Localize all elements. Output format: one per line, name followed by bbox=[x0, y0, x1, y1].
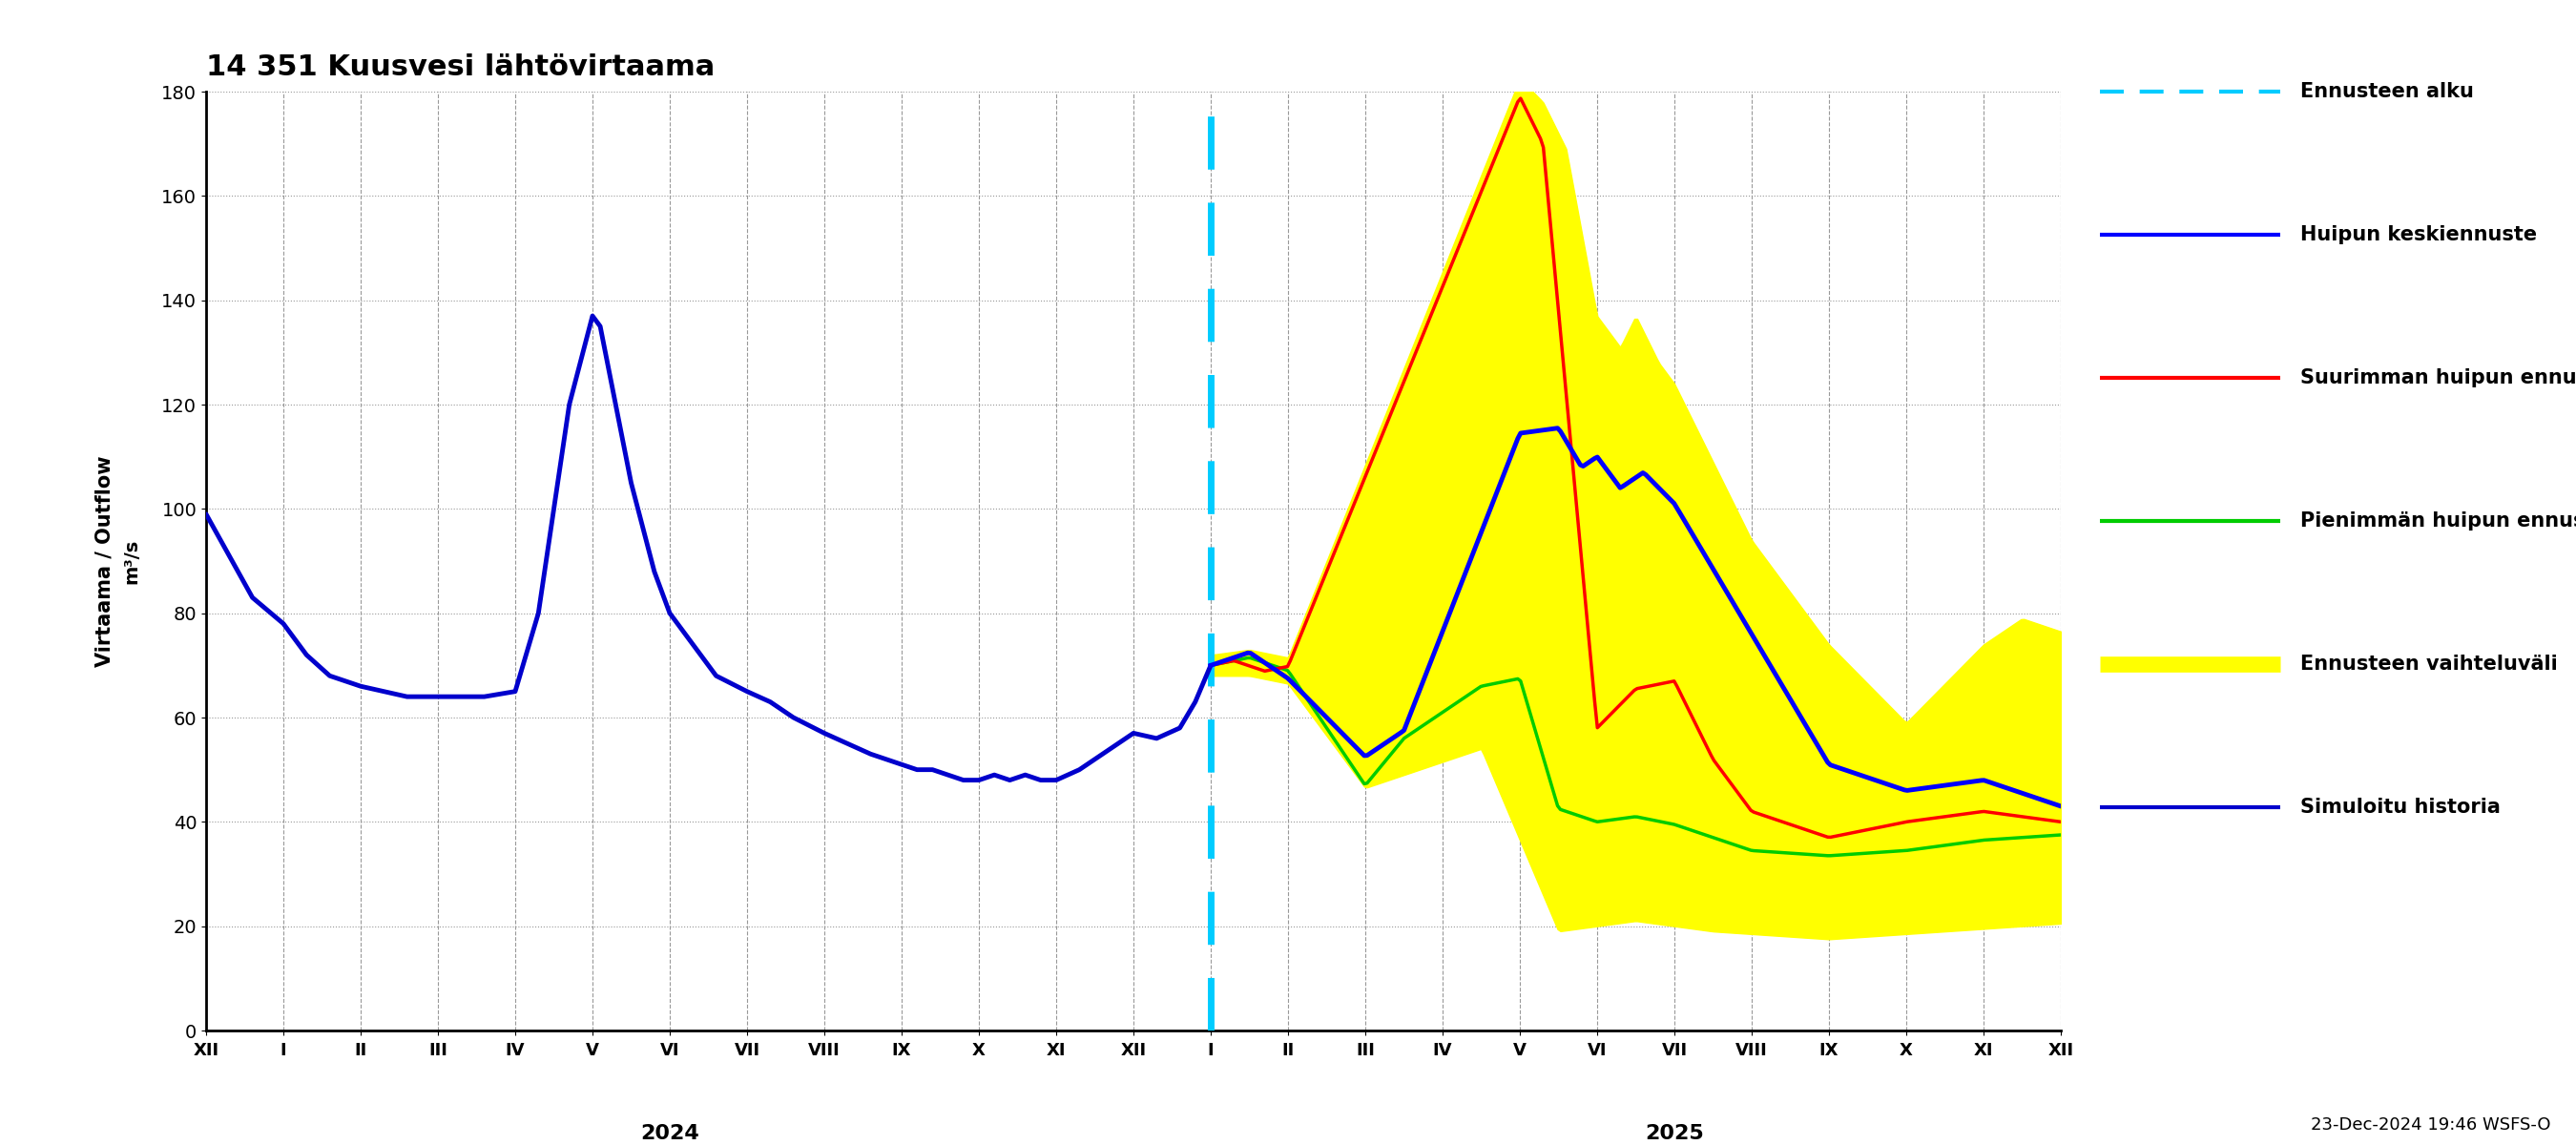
Text: Ennusteen vaihteluväli: Ennusteen vaihteluväli bbox=[2300, 655, 2558, 673]
Text: Huipun keskiennuste: Huipun keskiennuste bbox=[2300, 226, 2537, 244]
Text: Pienimmän huipun ennuste: Pienimmän huipun ennuste bbox=[2300, 512, 2576, 530]
Text: 14 351 Kuusvesi lähtövirtaama: 14 351 Kuusvesi lähtövirtaama bbox=[206, 54, 714, 81]
Text: 2024: 2024 bbox=[641, 1124, 698, 1144]
Text: Virtaama / Outflow: Virtaama / Outflow bbox=[95, 456, 113, 666]
Text: 23-Dec-2024 19:46 WSFS-O: 23-Dec-2024 19:46 WSFS-O bbox=[2311, 1116, 2550, 1134]
Text: Suurimman huipun ennuste: Suurimman huipun ennuste bbox=[2300, 369, 2576, 387]
Text: m³/s: m³/s bbox=[124, 538, 142, 584]
Text: 2025: 2025 bbox=[1646, 1124, 1703, 1144]
Text: Simuloitu historia: Simuloitu historia bbox=[2300, 798, 2501, 816]
Text: Ennusteen alku: Ennusteen alku bbox=[2300, 82, 2473, 101]
